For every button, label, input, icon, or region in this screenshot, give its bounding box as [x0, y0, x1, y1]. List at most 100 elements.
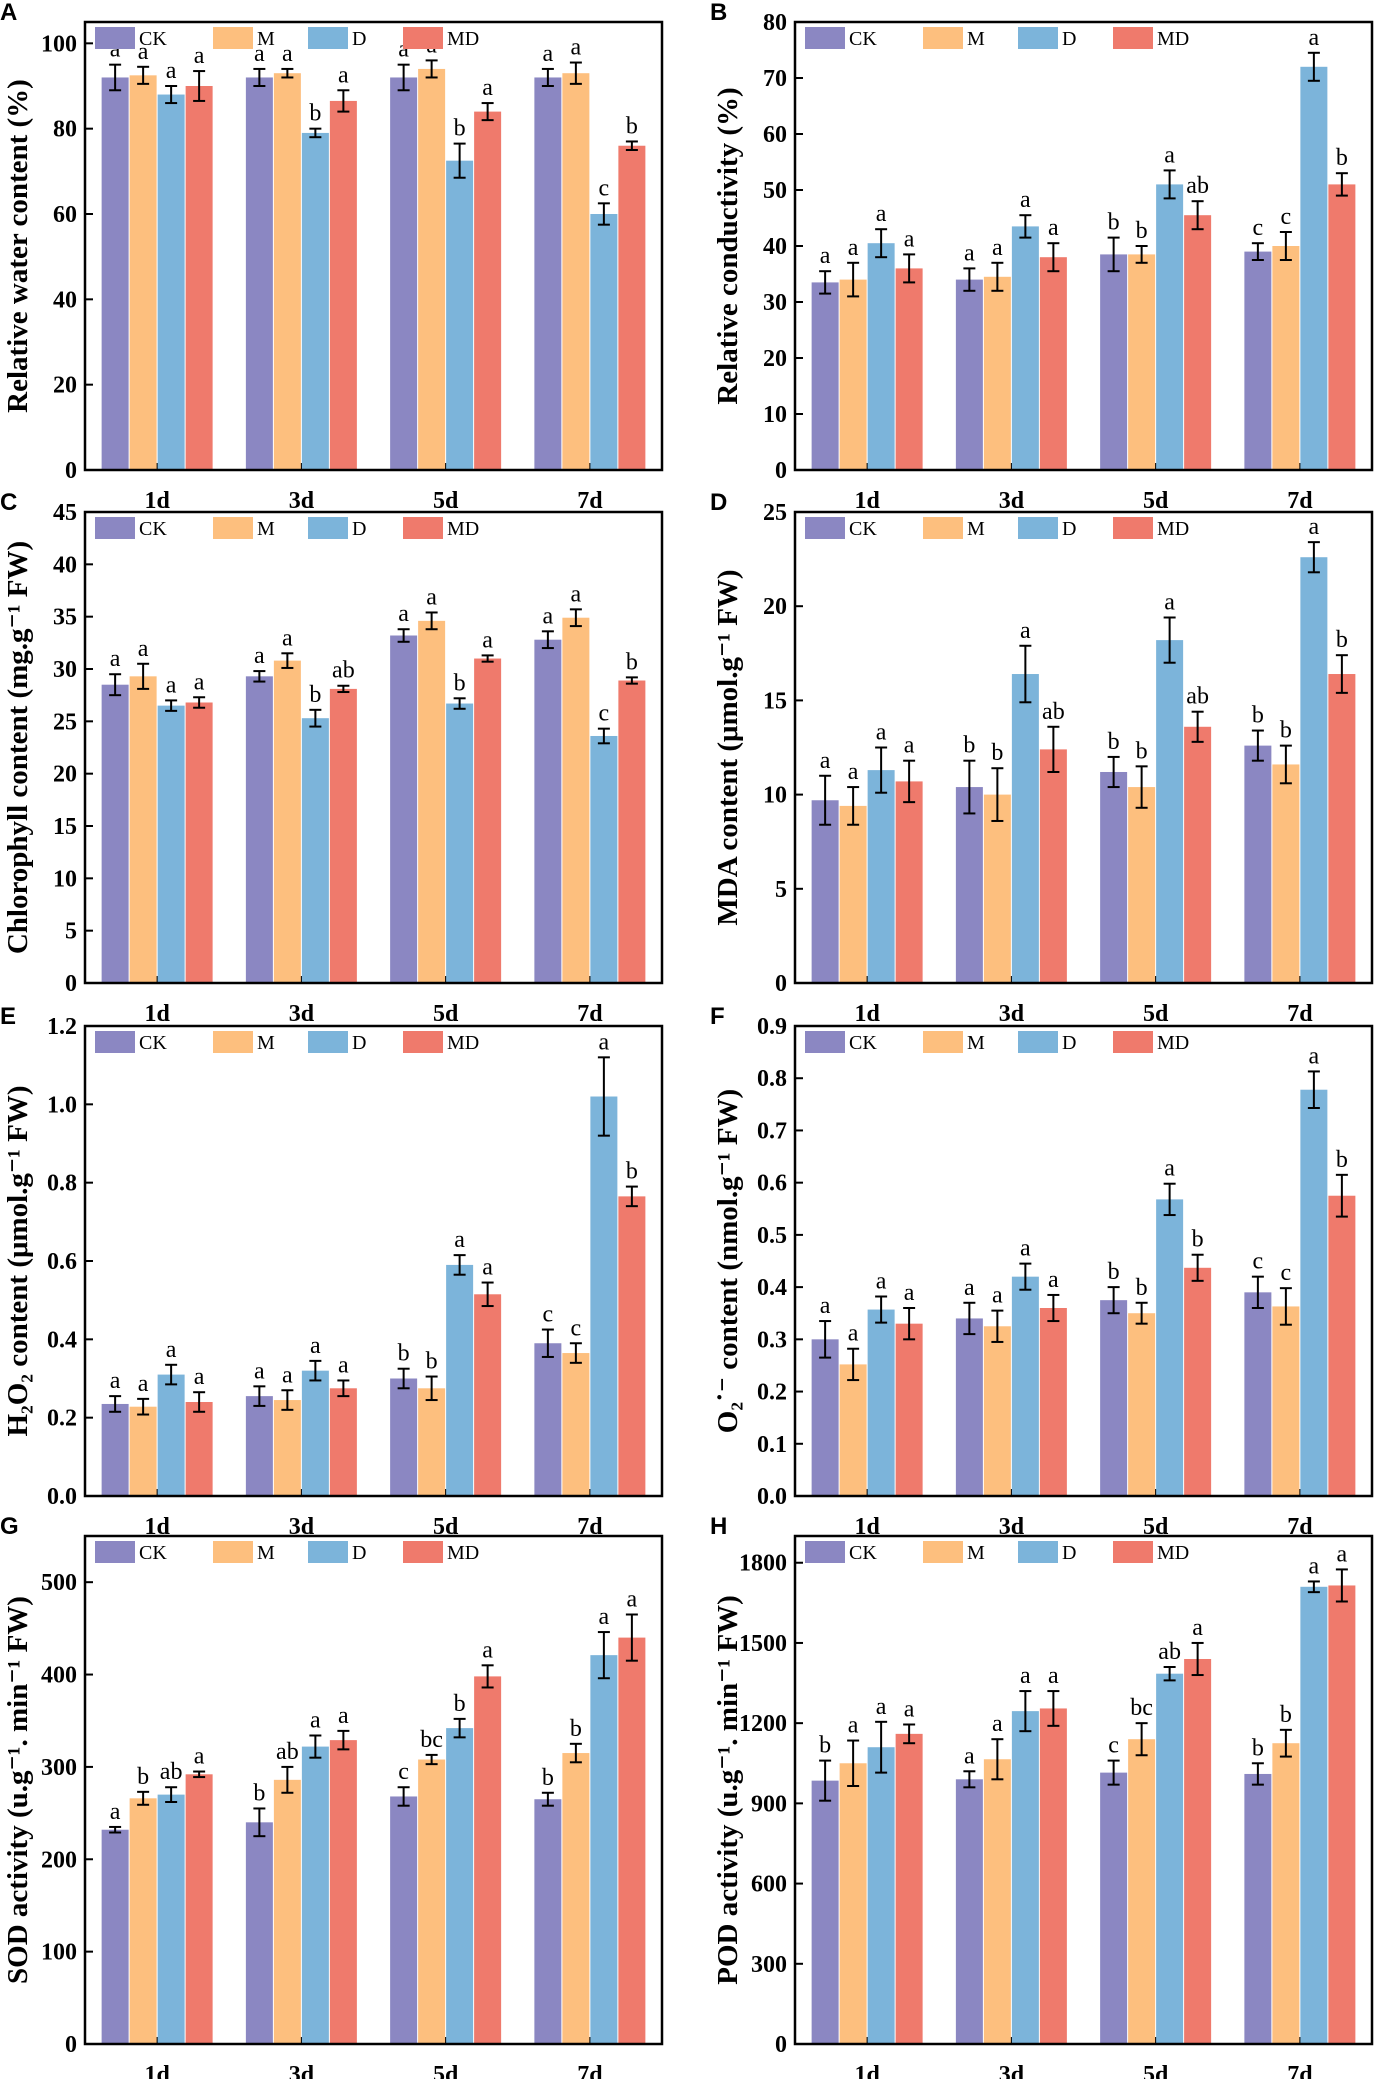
legend-label: MD — [447, 1542, 479, 1564]
significance-label: a — [110, 646, 121, 672]
legend-swatch — [1018, 517, 1058, 539]
plot-frame — [793, 1024, 1374, 1498]
significance-label: a — [1164, 142, 1175, 168]
legend-label: MD — [1157, 28, 1189, 50]
y-tick-label: 70 — [763, 66, 787, 92]
bar-ck — [534, 77, 562, 470]
bar-d — [1300, 1089, 1328, 1496]
significance-label: b — [1108, 729, 1120, 755]
legend-swatch — [213, 27, 253, 49]
significance-label: a — [1020, 618, 1031, 644]
bar-ck — [1244, 251, 1272, 470]
significance-label: a — [992, 1711, 1003, 1737]
bar-m — [418, 68, 446, 470]
legend-swatch — [403, 1541, 443, 1563]
legend-label: D — [352, 518, 366, 540]
significance-label: a — [194, 669, 205, 695]
significance-label: ab — [1186, 684, 1209, 710]
legend-swatch — [403, 1031, 443, 1053]
bar-m — [273, 1400, 301, 1496]
legend-swatch — [403, 517, 443, 539]
legend-swatch — [95, 1541, 135, 1563]
y-tick-label: 0.2 — [47, 1406, 77, 1432]
bar-md — [1328, 674, 1356, 983]
significance-label: a — [848, 1713, 859, 1739]
legend-swatch — [1113, 27, 1153, 49]
significance-label: a — [1192, 1615, 1203, 1641]
significance-label: ab — [1186, 173, 1209, 199]
significance-label: a — [254, 1358, 265, 1384]
y-tick-label: 20 — [763, 594, 787, 620]
legend-label: D — [352, 1032, 366, 1054]
significance-label: c — [1253, 1249, 1264, 1275]
significance-label: a — [543, 41, 554, 67]
significance-label: c — [599, 175, 610, 201]
significance-label: b — [1280, 1702, 1292, 1728]
bar-m — [273, 73, 301, 470]
significance-label: b — [398, 1341, 410, 1367]
significance-label: b — [626, 1159, 638, 1185]
bar-ck — [955, 787, 983, 983]
y-tick-label: 1200 — [739, 1711, 787, 1737]
legend-swatch — [805, 27, 845, 49]
bar-m — [418, 1388, 446, 1496]
y-tick-label: 0.3 — [757, 1327, 787, 1353]
bar-d — [1011, 226, 1039, 470]
y-tick-label: 200 — [41, 1847, 77, 1873]
x-tick-label: 7d — [1287, 488, 1313, 514]
significance-label: c — [599, 701, 610, 727]
significance-label: a — [904, 226, 915, 252]
legend-label: CK — [849, 28, 877, 50]
bar-md — [329, 688, 357, 983]
bar-d — [157, 94, 185, 471]
x-tick-label: 5d — [433, 1001, 459, 1027]
bar-md — [1328, 1585, 1356, 2044]
x-tick-label: 7d — [577, 1001, 603, 1027]
significance-label: a — [876, 201, 887, 227]
y-tick-label: 0.9 — [757, 1014, 787, 1040]
significance-label: a — [820, 1293, 831, 1319]
x-tick-label: 7d — [1287, 1001, 1313, 1027]
bar-ck — [955, 1779, 983, 2044]
significance-label: a — [848, 1321, 859, 1347]
x-tick-label: 1d — [854, 488, 880, 514]
significance-label: a — [904, 733, 915, 759]
y-axis-label: POD activity (u.g⁻¹. min⁻¹ FW) — [712, 1595, 744, 1985]
plot-frame — [83, 1534, 664, 2046]
bar-d — [1156, 1199, 1184, 1496]
y-tick-label: 0.1 — [757, 1432, 787, 1458]
significance-label: b — [626, 649, 638, 675]
significance-label: a — [571, 35, 582, 61]
bar-m — [1272, 764, 1300, 983]
significance-label: a — [876, 1694, 887, 1720]
legend-label: MD — [447, 1032, 479, 1054]
y-tick-label: 0.6 — [47, 1249, 77, 1275]
bar-ck — [1100, 254, 1128, 470]
plot-frame — [83, 20, 664, 472]
y-tick-label: 0 — [65, 2032, 77, 2058]
bar-ck — [390, 635, 418, 983]
legend-swatch — [308, 1541, 348, 1563]
significance-label: b — [454, 670, 466, 696]
significance-label: a — [1309, 514, 1320, 540]
bar-md — [185, 1774, 213, 2044]
bar-md — [1328, 184, 1356, 470]
panel-letter: E — [0, 1003, 16, 1030]
significance-label: b — [1136, 1275, 1148, 1301]
significance-label: a — [627, 1587, 638, 1613]
bar-m — [562, 1353, 590, 1496]
bar-d — [301, 1746, 329, 2044]
significance-label: b — [1280, 718, 1292, 744]
panel-letter: D — [710, 489, 727, 516]
x-tick-label: 7d — [577, 2062, 603, 2079]
bar-md — [618, 145, 646, 470]
significance-label: ab — [160, 1759, 183, 1785]
x-tick-label: 3d — [999, 2062, 1025, 2079]
significance-label: a — [848, 759, 859, 785]
bar-ck — [245, 676, 273, 983]
significance-label: a — [426, 584, 437, 610]
significance-label: a — [1164, 590, 1175, 616]
significance-label: a — [1309, 25, 1320, 51]
y-tick-label: 1500 — [739, 1631, 787, 1657]
